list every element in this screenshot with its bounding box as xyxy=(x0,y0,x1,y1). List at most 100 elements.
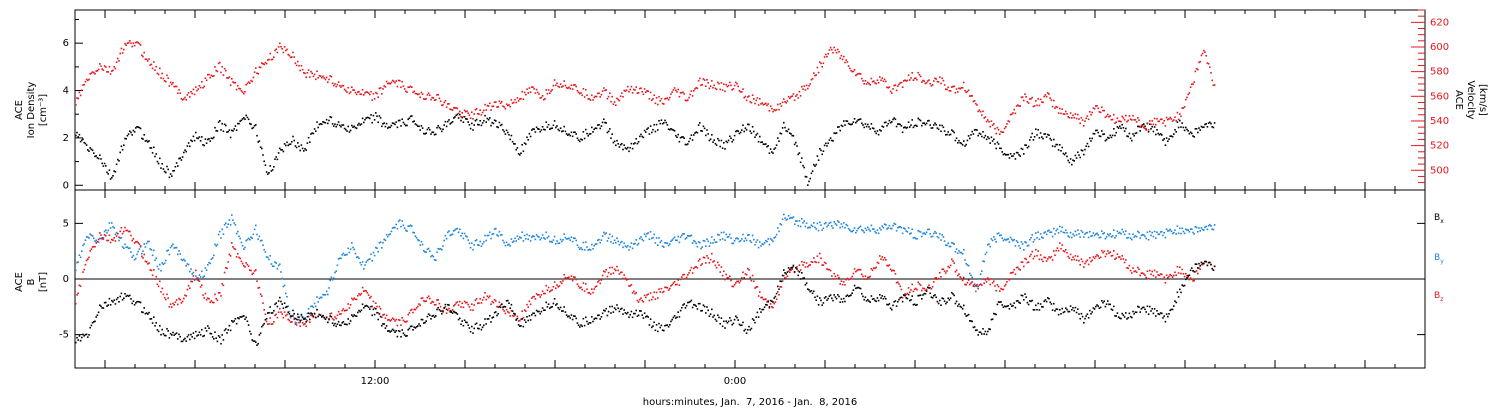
by-point xyxy=(545,231,547,234)
ion-density-point xyxy=(654,130,657,133)
ion-density-point xyxy=(972,133,975,135)
bz-point xyxy=(711,252,713,255)
bz-point xyxy=(468,306,471,308)
by-point xyxy=(833,221,835,223)
bx-point xyxy=(113,299,115,301)
ion-density-point xyxy=(401,118,403,120)
velocity-point xyxy=(1065,110,1067,113)
bx-point xyxy=(99,304,101,306)
velocity-point xyxy=(1068,117,1071,119)
bz-point xyxy=(247,265,250,267)
bz-point xyxy=(883,257,886,259)
ion-density-point xyxy=(219,120,221,122)
ion-density-point xyxy=(730,137,732,139)
bx-point xyxy=(892,304,894,307)
velocity-point xyxy=(437,93,439,96)
velocity-point xyxy=(388,82,390,84)
ion-density-point xyxy=(546,126,549,128)
velocity-point xyxy=(213,75,215,77)
ion-density-point xyxy=(150,147,153,149)
by-point xyxy=(868,228,870,231)
by-point xyxy=(611,235,613,238)
bz-point xyxy=(766,300,768,303)
velocity-point xyxy=(809,83,811,85)
ion-density-point xyxy=(1165,137,1168,139)
ion-density-point xyxy=(376,115,378,117)
by-point xyxy=(123,247,125,249)
bz-point xyxy=(430,302,432,304)
bx-point xyxy=(240,316,243,318)
bx-point xyxy=(883,295,886,298)
by-point xyxy=(765,239,767,242)
velocity-point xyxy=(411,86,413,88)
bx-point xyxy=(707,309,709,312)
bx-point xyxy=(285,306,287,309)
bz-point xyxy=(761,296,763,299)
by-point xyxy=(346,253,348,256)
bz-point xyxy=(943,270,946,272)
ion-density-point xyxy=(233,128,235,130)
bx-point xyxy=(906,297,909,300)
bx-point xyxy=(969,320,971,322)
by-point xyxy=(1125,230,1127,232)
by-point xyxy=(691,242,694,244)
bz-point xyxy=(846,277,849,280)
ion-density-point xyxy=(901,131,904,134)
by-point xyxy=(119,237,121,239)
ion-density-point xyxy=(864,123,867,125)
bz-point xyxy=(807,266,809,268)
ion-density-point xyxy=(564,130,567,133)
bz-point xyxy=(205,298,208,301)
bx-point xyxy=(861,292,863,295)
bx-point xyxy=(521,318,523,320)
by-point xyxy=(219,230,221,233)
bz-point xyxy=(683,273,685,276)
bx-point xyxy=(1119,317,1121,319)
by-point xyxy=(1007,238,1009,240)
bz-point xyxy=(137,241,139,244)
bx-point xyxy=(1141,306,1144,309)
ion-density-point xyxy=(1073,160,1075,162)
ion-density-point xyxy=(1212,126,1215,129)
ion-density-point xyxy=(1179,119,1181,122)
velocity-point xyxy=(183,98,185,100)
bx-point xyxy=(741,324,743,326)
velocity-point xyxy=(430,98,432,101)
bx-point xyxy=(859,287,862,290)
bx-point xyxy=(211,336,214,338)
ion-density-point xyxy=(442,128,444,131)
by-point xyxy=(844,227,846,229)
bx-point xyxy=(724,327,726,329)
ion-density-point xyxy=(91,149,94,152)
bx-point xyxy=(598,314,600,316)
bx-point xyxy=(1129,315,1132,318)
bx-point xyxy=(1015,300,1018,302)
velocity-point xyxy=(196,89,198,92)
velocity-point xyxy=(1127,119,1129,122)
by-point xyxy=(616,237,618,239)
by-point xyxy=(1043,232,1045,234)
bx-point xyxy=(173,334,175,336)
bx-point xyxy=(1156,310,1158,312)
ion-density-point xyxy=(115,163,118,166)
bz-point xyxy=(832,278,834,280)
bx-point xyxy=(772,301,774,303)
ion-density-point xyxy=(924,123,927,126)
velocity-point xyxy=(522,98,525,100)
ion-density-point xyxy=(1177,126,1180,129)
by-point xyxy=(864,227,867,230)
velocity-point xyxy=(287,53,289,56)
bz-point xyxy=(756,286,759,288)
bz-point xyxy=(138,243,141,245)
ion-density-point xyxy=(1071,163,1073,166)
velocity-point xyxy=(535,88,538,91)
legend-entry-bx: Bx xyxy=(1434,213,1444,225)
by-point xyxy=(1127,236,1129,239)
velocity-point xyxy=(906,79,909,82)
by-point xyxy=(863,231,865,234)
bz-point xyxy=(274,314,276,317)
bz-point xyxy=(105,234,107,237)
by-point xyxy=(795,220,797,222)
by-point xyxy=(676,239,678,242)
velocity-point xyxy=(1198,61,1200,64)
